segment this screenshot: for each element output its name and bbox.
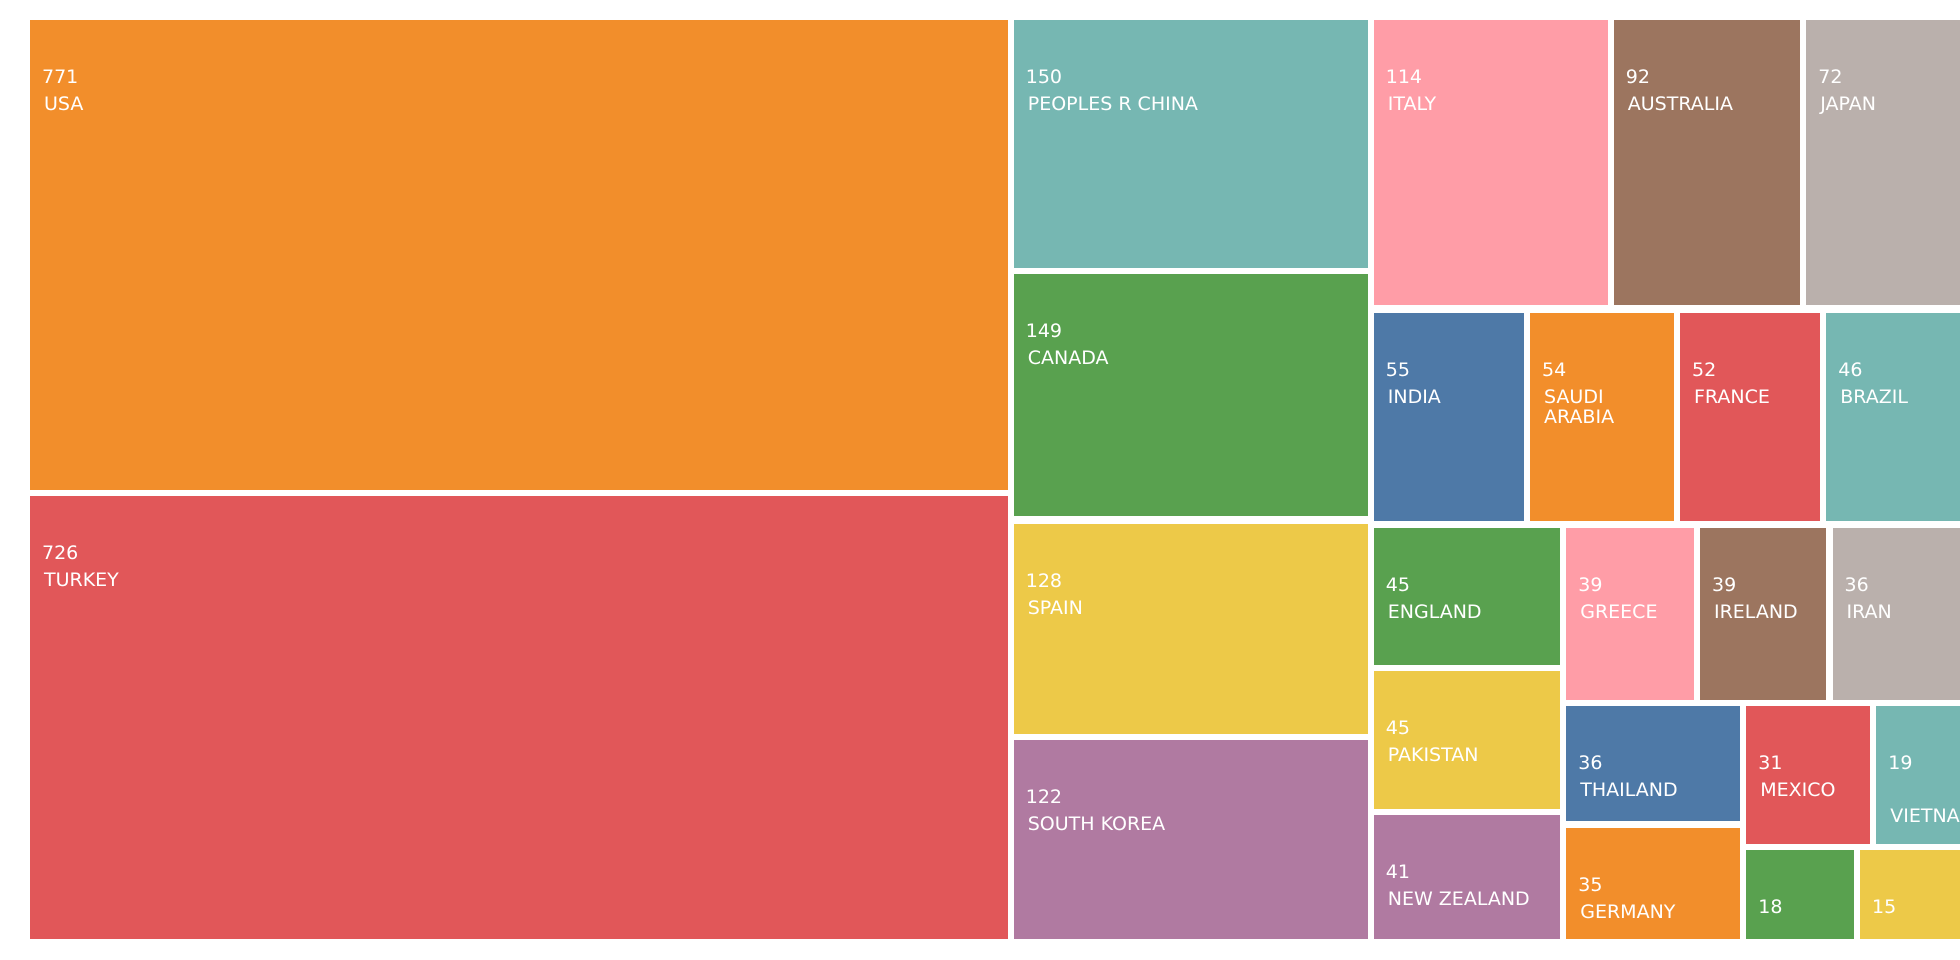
value-label: 150 <box>1025 66 1063 88</box>
value-label: 122 <box>1025 786 1063 808</box>
tile-label: AUSTRALIA <box>1627 93 1733 115</box>
tile: 45 PAKISTAN <box>1373 671 1560 809</box>
value-label: 19 <box>1888 752 1913 775</box>
tile-label: GERMANY <box>1580 900 1676 923</box>
tile: 54 SAUDI ARABIA <box>1530 312 1674 522</box>
value-label: 41 <box>1385 861 1410 883</box>
value-label: 15 <box>1872 896 1897 918</box>
value-label: 39 <box>1578 573 1603 596</box>
tile: 41 NEW ZEALAND <box>1373 815 1560 939</box>
tile: 36 THAILAND <box>1566 706 1740 822</box>
tile-label: SOUTH KOREA <box>1027 813 1166 835</box>
tile-label: MEXICO <box>1760 779 1836 802</box>
tile: 45 ENGLAND <box>1373 527 1560 665</box>
tile: 55 INDIA <box>1373 312 1524 522</box>
tile-label: THAILAND <box>1580 779 1678 802</box>
tile: 36 IRAN <box>1832 527 1960 700</box>
tile: 149 CANADA <box>1013 273 1368 517</box>
value-label: 45 <box>1385 717 1410 740</box>
tile: 39 GREECE <box>1566 527 1694 700</box>
value-label: 55 <box>1385 358 1410 381</box>
tile-label: INDIA <box>1387 385 1441 408</box>
tile: 92 AUSTRALIA <box>1613 20 1800 305</box>
tile-label: PAKISTAN <box>1387 744 1479 767</box>
tile: 771 USA <box>30 20 1008 490</box>
value-label: 128 <box>1025 569 1063 592</box>
tile-label: SPAIN <box>1027 596 1083 619</box>
tile: 726 TURKEY <box>30 496 1008 939</box>
tile: 52 FRANCE <box>1680 312 1820 522</box>
value-label: 31 <box>1758 752 1783 775</box>
tile-label: ENGLAND <box>1387 600 1482 623</box>
tile: 39 IRELAND <box>1700 527 1827 700</box>
tile-label: USA <box>44 93 84 115</box>
tile: 122 SOUTH KOREA <box>1013 740 1368 939</box>
value-label: 92 <box>1625 66 1650 88</box>
tile: 72 JAPAN <box>1806 20 1960 305</box>
tile: 114 ITALY <box>1373 20 1608 305</box>
tile: 31 MEXICO <box>1746 706 1870 844</box>
value-label: 46 <box>1838 358 1863 381</box>
tile: 128 SPAIN <box>1013 523 1368 734</box>
value-label: 771 <box>42 66 79 88</box>
value-label: 36 <box>1844 573 1869 596</box>
value-label: 35 <box>1578 873 1603 896</box>
value-label: 45 <box>1385 573 1410 596</box>
tile-label: TURKEY <box>44 569 119 592</box>
tile: 35 GERMANY <box>1566 827 1740 939</box>
tile-label: IRELAND <box>1714 600 1798 623</box>
tile-label: JAPAN <box>1820 93 1876 115</box>
value-label: 52 <box>1692 358 1717 381</box>
tile: 46 BRAZIL <box>1826 312 1960 522</box>
tile-label: CANADA <box>1027 346 1109 369</box>
tile-label: BRAZIL <box>1840 385 1908 408</box>
tile-label: PEOPLES R CHINA <box>1027 93 1198 115</box>
value-label: 72 <box>1818 66 1843 88</box>
tile-label: IRAN <box>1846 600 1892 623</box>
tile: 150 PEOPLES R CHINA <box>1013 20 1368 268</box>
value-label: 726 <box>42 542 79 565</box>
tile-label: ITALY <box>1387 93 1437 115</box>
tile-label: NEW ZEALAND <box>1387 888 1530 910</box>
tile: 15 <box>1860 850 1960 939</box>
tile: 19 VIETNAM <box>1876 706 1960 844</box>
tile-label: SAUDI ARABIA <box>1544 385 1615 428</box>
value-label: 114 <box>1385 66 1423 88</box>
value-label: 36 <box>1578 752 1603 775</box>
tile-label: FRANCE <box>1694 385 1770 408</box>
value-label: 18 <box>1758 896 1783 918</box>
tile-label: VIETNAM <box>1890 805 1960 828</box>
tile: 18 <box>1746 850 1854 939</box>
value-label: 149 <box>1025 319 1063 342</box>
tile-label: GREECE <box>1580 600 1658 623</box>
value-label: 54 <box>1542 358 1567 381</box>
value-label: 39 <box>1712 573 1737 596</box>
